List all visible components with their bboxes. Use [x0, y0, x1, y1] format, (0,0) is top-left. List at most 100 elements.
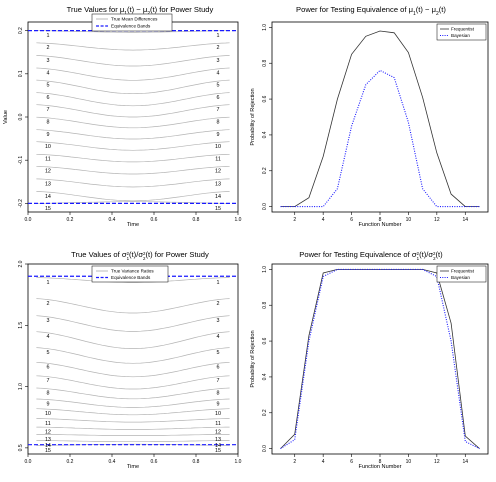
x-tick-label: 12 — [434, 459, 440, 465]
curve-label-right: 6 — [217, 95, 220, 101]
x-tick-label: 0.8 — [193, 217, 200, 223]
y-tick-label: 2.0 — [18, 260, 24, 267]
x-tick-label: 8 — [379, 217, 382, 223]
curve-label-right: 5 — [217, 350, 220, 356]
x-axis-ticks: 0.0 0.2 0.4 0.6 0.8 1.0 — [25, 454, 242, 465]
curve-label-right: 2 — [217, 301, 220, 307]
x-tick-label: 4 — [322, 459, 325, 465]
curve-label-right: 3 — [217, 58, 220, 64]
series-group — [280, 30, 480, 208]
curve-label-right: 9 — [217, 401, 220, 407]
curve-2 — [36, 42, 230, 51]
y-tick-label: -0.1 — [18, 156, 24, 165]
x-tick-label: 0.6 — [151, 217, 158, 223]
curve-label-left: 4 — [46, 70, 49, 76]
legend-box — [436, 23, 487, 41]
x-tick-label: 2 — [293, 459, 296, 465]
panel-variance-values: True Values of σ2 1(t)/σ2 2(t) for Power S… — [18, 250, 242, 470]
x-tick-label: 4 — [322, 217, 325, 223]
curve-7 — [36, 104, 230, 118]
curve-10 — [36, 141, 230, 151]
curve-8 — [36, 116, 230, 129]
y-axis-label: Value — [3, 110, 9, 124]
y-tick-label: 0.6 — [262, 337, 268, 344]
curve-6 — [36, 361, 230, 378]
curve-label-left: 15 — [45, 206, 51, 212]
legend: True Variance Ratios Equivalence Bands — [91, 265, 169, 283]
curve-label-left: 8 — [46, 390, 49, 396]
curve-11 — [36, 153, 230, 163]
curve-label-right: 14 — [215, 443, 221, 449]
curve-label-left: 13 — [45, 181, 51, 187]
curve-3 — [36, 315, 230, 332]
curve-3 — [36, 55, 230, 67]
curve-label-left: 2 — [46, 45, 49, 51]
curve-label-left: 11 — [45, 157, 51, 163]
x-tick-label: 2 — [293, 217, 296, 223]
y-tick-label: 0.5 — [18, 444, 24, 451]
chart-title: True Values of σ2 1(t)/σ2 2(t) for Power S… — [71, 250, 209, 261]
curve-label-left: 7 — [46, 378, 49, 384]
curve-label-left: 1 — [46, 33, 49, 39]
y-axis-ticks: -0.2 -0.1 0.0 0.1 0.2 — [18, 27, 28, 208]
curve-label-left: 3 — [46, 58, 49, 64]
curve-label-left: 1 — [46, 280, 49, 286]
curve-10 — [36, 408, 230, 416]
curve-4 — [36, 331, 230, 349]
y-axis-label: Probability of Rejection — [250, 88, 256, 145]
curve-label-right: 11 — [215, 421, 221, 427]
curve-5 — [36, 347, 230, 364]
x-tick-label: 6 — [350, 459, 353, 465]
curve-12 — [36, 165, 230, 175]
legend-box — [91, 265, 169, 283]
y-tick-label: 1.0 — [18, 383, 24, 390]
x-tick-label: 14 — [462, 217, 468, 223]
series-group — [280, 268, 480, 450]
y-tick-label: 0.8 — [262, 60, 268, 67]
curve-label-right: 12 — [215, 430, 221, 436]
y-tick-label: 1.0 — [262, 24, 268, 31]
plot-frame — [271, 21, 489, 213]
curve-label-left: 5 — [46, 350, 49, 356]
curve-label-right: 10 — [215, 411, 221, 417]
y-tick-label: 0.8 — [262, 302, 268, 309]
y-axis-label: Probability of Rejection — [250, 330, 256, 387]
curve-label-right: 13 — [215, 437, 221, 443]
x-tick-label: 12 — [434, 217, 440, 223]
x-tick-label: 6 — [350, 217, 353, 223]
curve-label-left: 3 — [46, 318, 49, 324]
x-tick-label: 0.8 — [193, 459, 200, 465]
x-axis-ticks: 2 4 6 8 10 12 14 — [293, 454, 468, 465]
curve-label-left: 9 — [46, 132, 49, 138]
curve-label-left: 6 — [46, 365, 49, 371]
legend: Frequentist Bayesian — [436, 265, 487, 283]
y-tick-label: 0.4 — [262, 131, 268, 138]
curve-label-left: 13 — [45, 437, 51, 443]
panel-mean-power: Power for Testing Equivalence of μ1(t) −… — [250, 5, 489, 228]
legend: Frequentist Bayesian — [436, 23, 487, 41]
curve-label-right: 9 — [217, 132, 220, 138]
curve-label-left: 14 — [45, 443, 51, 449]
legend-label-band: Equivalence Bands — [111, 24, 151, 29]
curve-label-right: 8 — [217, 120, 220, 126]
y-tick-label: 0.0 — [262, 445, 268, 452]
y-tick-label: 1.0 — [262, 266, 268, 273]
curve-label-right: 15 — [215, 448, 221, 454]
y-tick-label: 0.1 — [18, 70, 24, 77]
curves-group — [36, 277, 230, 446]
curve-label-left: 9 — [46, 401, 49, 407]
y-tick-label: 1.5 — [18, 322, 24, 329]
x-tick-label: 0.2 — [67, 459, 74, 465]
x-axis-label: Time — [127, 222, 139, 228]
series-line-frequentist — [280, 268, 480, 449]
curve-label-left: 7 — [46, 107, 49, 113]
curve-9 — [36, 129, 230, 140]
y-tick-label: 0.2 — [18, 27, 24, 34]
y-axis-ticks: 0.0 0.2 0.4 0.6 0.8 1.0 — [262, 24, 272, 210]
y-tick-label: 0.4 — [262, 373, 268, 380]
curve-7 — [36, 375, 230, 390]
x-axis-label: Time — [127, 464, 139, 470]
curve-11 — [36, 418, 230, 423]
curve-5 — [36, 79, 230, 95]
curve-label-right: 8 — [217, 390, 220, 396]
